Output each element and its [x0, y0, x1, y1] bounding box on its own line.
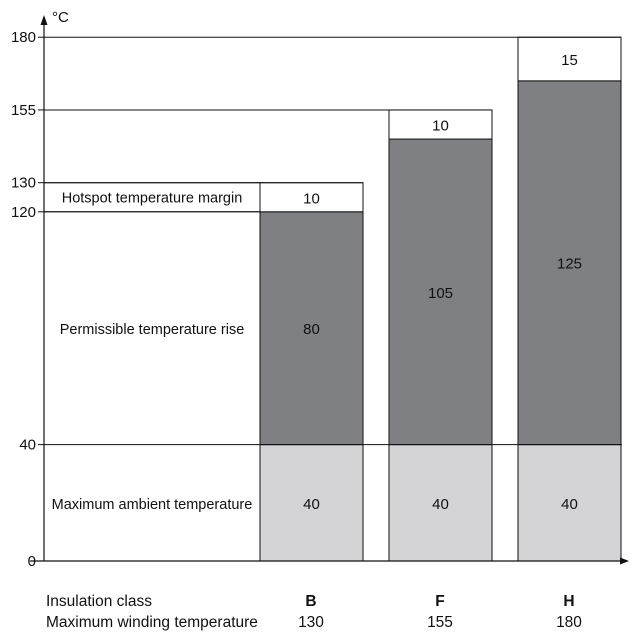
max-winding-label: 130	[298, 614, 324, 631]
data-label: 10	[432, 118, 449, 135]
data-label: 40	[303, 496, 320, 513]
bar-segment	[388, 138, 493, 446]
x-row-label: Maximum winding temperature	[46, 614, 258, 631]
x-axis-arrow	[620, 557, 629, 565]
bars	[259, 36, 622, 562]
bar-segment	[517, 36, 622, 82]
y-tick-label: 40	[19, 437, 36, 454]
y-tick-label: 180	[11, 29, 36, 46]
category-label: F	[435, 593, 444, 610]
data-label: 10	[303, 190, 320, 207]
data-label: 40	[432, 496, 449, 513]
y-tick-label: 155	[11, 102, 36, 119]
guide-lines	[43, 36, 622, 446]
bar-segment	[259, 211, 364, 446]
max-winding-label: 180	[556, 614, 582, 631]
series-label: Maximum ambient temperature	[52, 497, 253, 513]
y-tick-label: 0	[28, 553, 36, 570]
bar-segment	[388, 444, 493, 562]
series-label: Hotspot temperature margin	[62, 190, 243, 206]
max-winding-label: 155	[427, 614, 453, 631]
category-label: B	[305, 593, 316, 610]
bar-segment	[388, 109, 493, 140]
category-label: H	[563, 593, 574, 610]
data-label: 40	[561, 496, 578, 513]
data-label: 125	[557, 256, 582, 273]
bar-segment	[259, 444, 364, 562]
y-tick-label: 130	[11, 175, 36, 192]
data-label: 105	[428, 285, 453, 302]
labels: 40 80 10 40 105 10 40 125 15 °C 0 40 120 130 155 180 Max…	[11, 9, 582, 631]
series-label: Permissible temperature rise	[60, 322, 245, 338]
bar-segment	[517, 80, 622, 446]
y-axis-arrow	[40, 15, 48, 25]
y-tick-label: 120	[11, 204, 36, 221]
y-axis-unit: °C	[52, 9, 69, 26]
x-row-label: Insulation class	[46, 593, 152, 610]
data-label: 80	[303, 321, 320, 338]
axes	[30, 15, 629, 565]
data-label: 15	[561, 52, 578, 69]
